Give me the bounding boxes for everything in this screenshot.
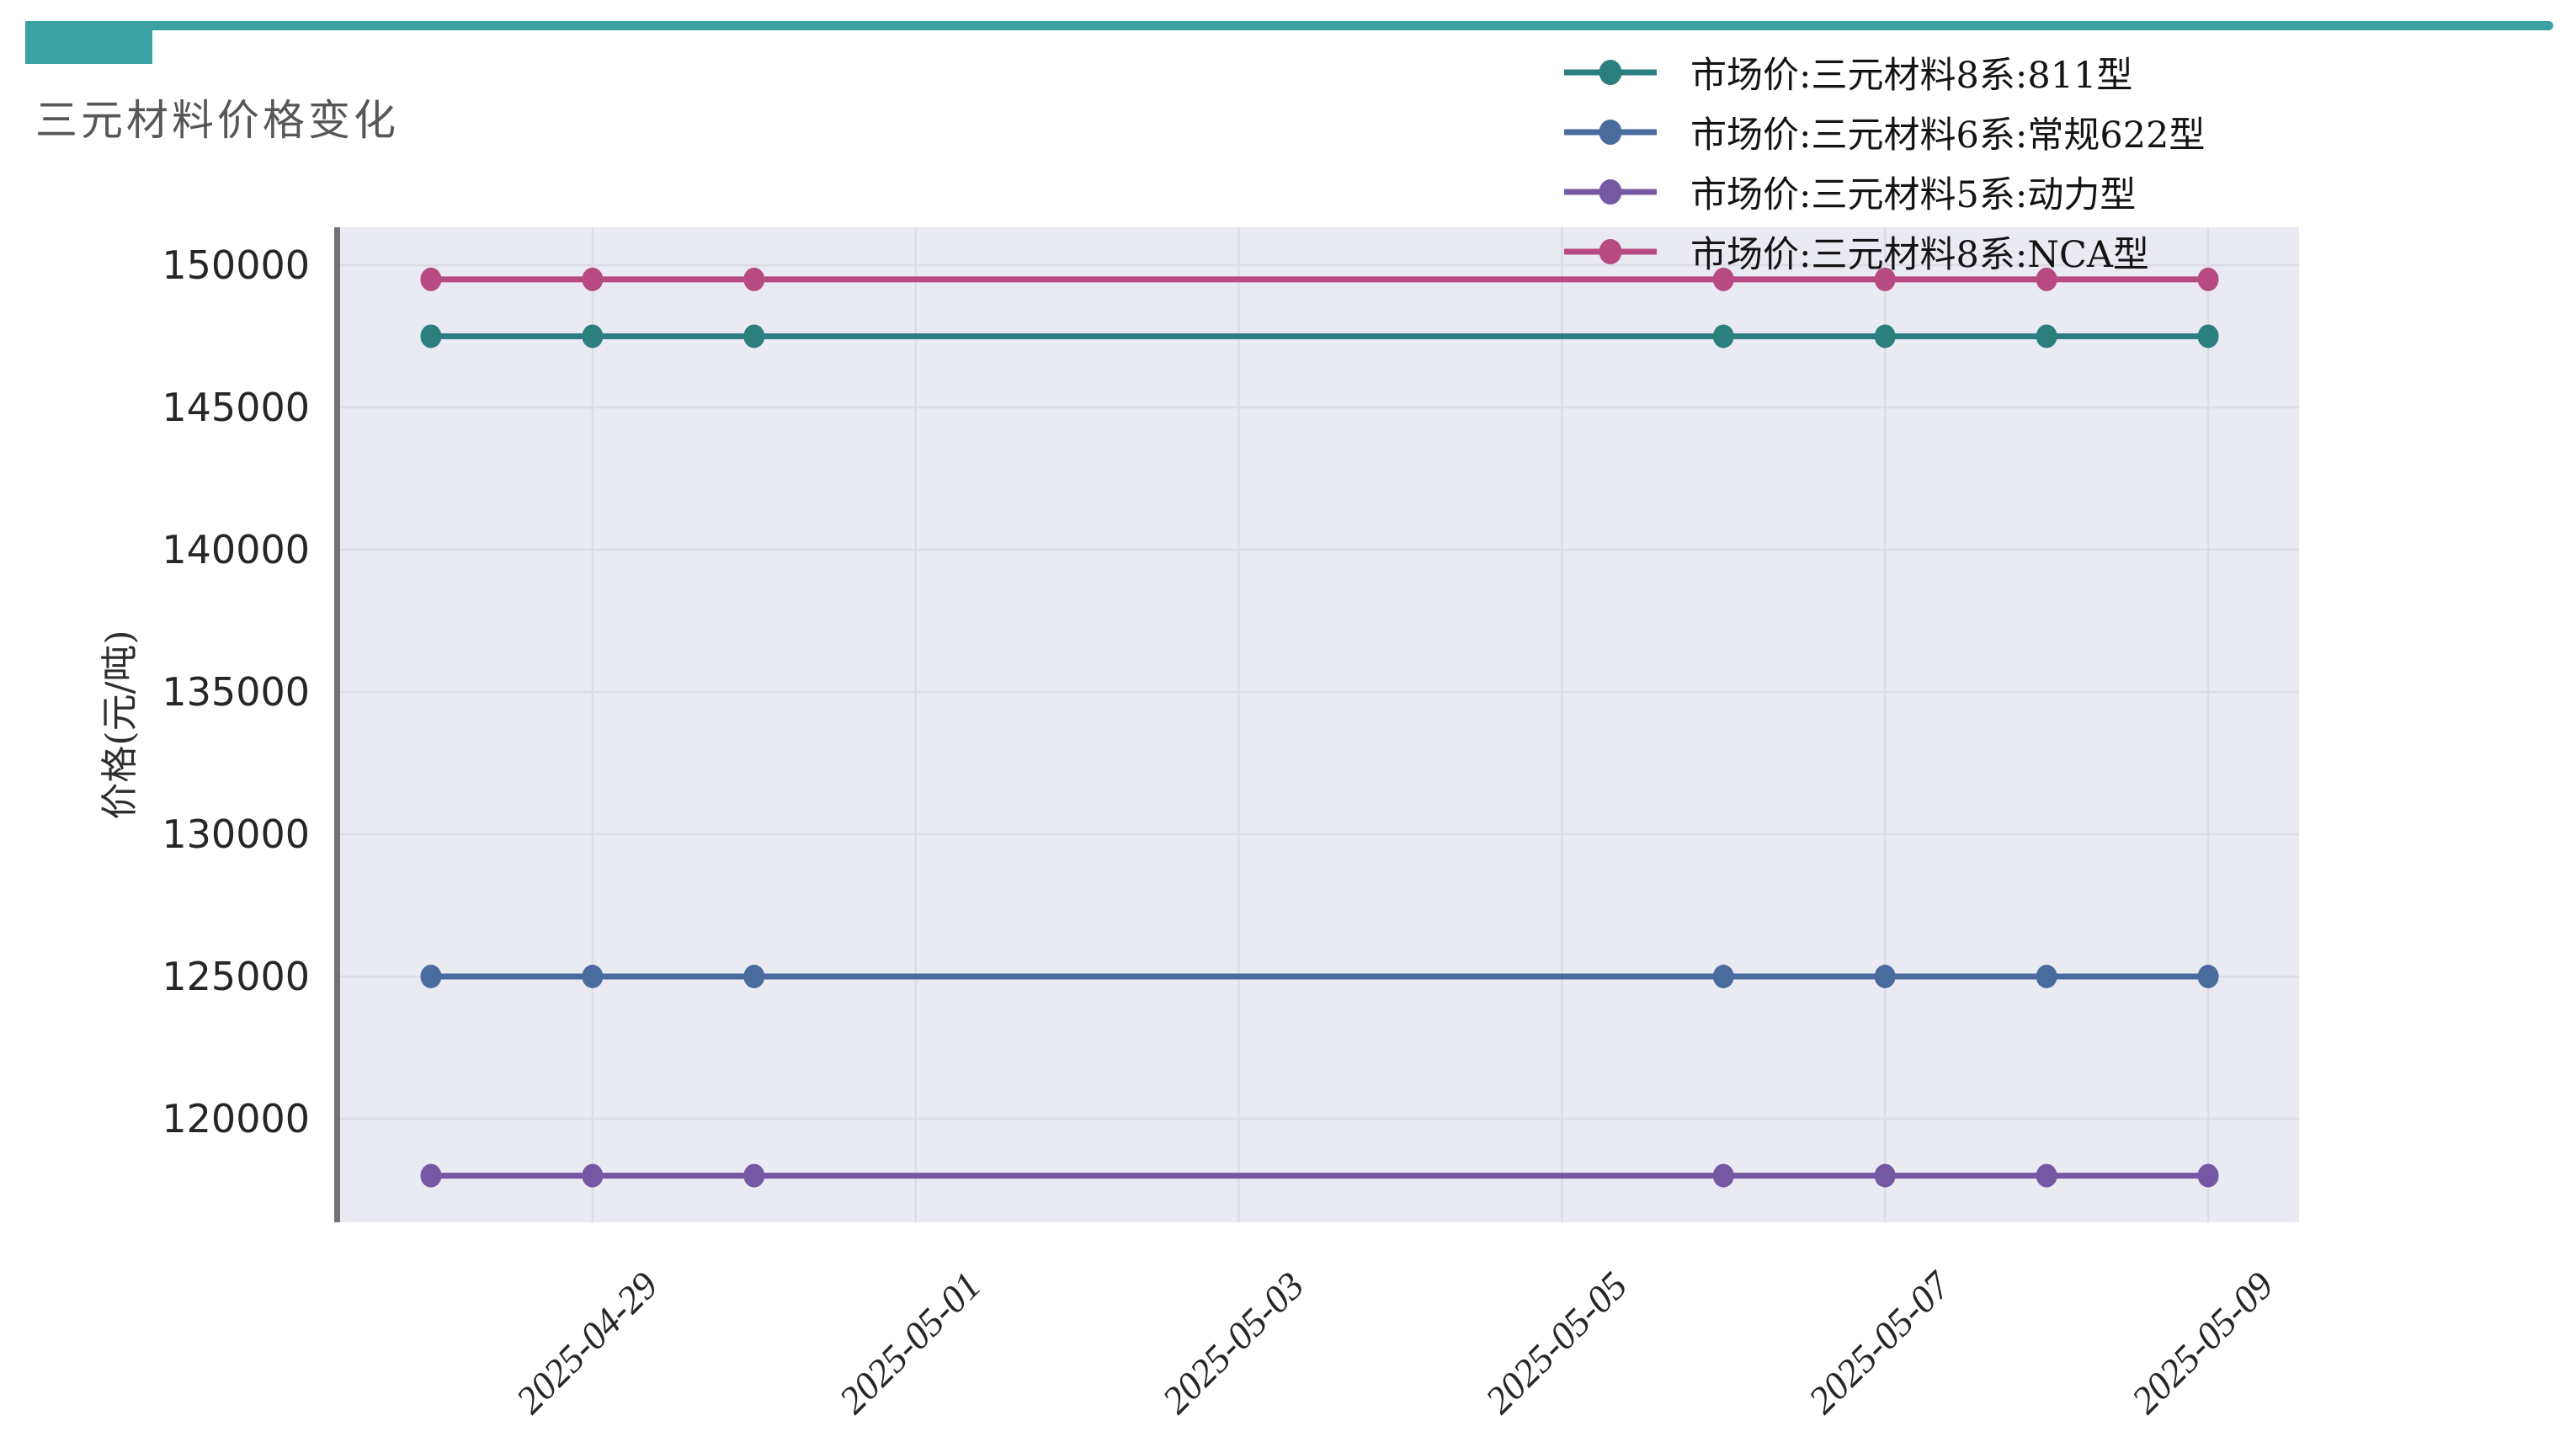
data-point-marker: [1874, 267, 1896, 291]
data-point-marker: [1712, 1163, 1734, 1188]
data-point-marker: [2197, 324, 2219, 349]
y-axis-tick-labels: 150000 145000 140000 135000 130000 125000 1200…: [162, 242, 310, 1141]
legend-item-0: 市场价:三元材料8系:811型: [1564, 42, 2132, 103]
y-tick-label: 150000: [162, 242, 310, 288]
y-tick-label: 135000: [162, 669, 310, 715]
data-point-marker: [420, 324, 442, 349]
x-axis-tick-labels: 2025-04-29 2025-05-01 2025-05-03 2025-05-05…: [508, 1263, 2281, 1422]
y-tick-label: 125000: [162, 954, 310, 999]
data-point-marker: [1874, 1163, 1896, 1188]
legend-item-3: 市场价:三元材料8系:NCA型: [1564, 221, 2149, 282]
data-point-marker: [1874, 964, 1896, 988]
data-point-marker: [2197, 1163, 2219, 1188]
top-accent-block: [25, 21, 152, 64]
legend-marker-icon: [1564, 60, 1657, 85]
data-point-marker: [1712, 267, 1734, 291]
y-tick-label: 130000: [162, 811, 310, 857]
data-point-marker: [420, 964, 442, 988]
x-tick-label: 2025-04-29: [508, 1264, 666, 1422]
data-point-marker: [582, 964, 604, 988]
legend-marker-icon: [1564, 120, 1657, 145]
series-1: [420, 964, 2219, 988]
legend-label: 市场价:三元材料8系:NCA型: [1690, 234, 2149, 276]
series-2: [420, 1163, 2219, 1188]
data-point-marker: [420, 267, 442, 291]
y-axis-label: 价格(元/吨): [98, 630, 141, 819]
top-accent-line: [25, 21, 2553, 30]
legend-item-2: 市场价:三元材料5系:动力型: [1564, 162, 2136, 222]
y-tick-label: 140000: [162, 527, 310, 572]
y-tick-label: 120000: [162, 1096, 310, 1141]
legend-label: 市场价:三元材料8系:811型: [1690, 55, 2133, 97]
y-tick-label: 145000: [162, 385, 310, 430]
data-point-marker: [582, 267, 604, 291]
legend-label: 市场价:三元材料5系:动力型: [1690, 174, 2137, 216]
data-point-marker: [743, 324, 765, 349]
x-tick-label: 2025-05-09: [2123, 1264, 2281, 1422]
data-point-marker: [2036, 964, 2057, 988]
data-point-marker: [743, 964, 765, 988]
data-point-marker: [1874, 324, 1896, 349]
x-tick-label: 2025-05-01: [831, 1264, 989, 1422]
data-point-marker: [2036, 324, 2057, 349]
data-point-marker: [582, 1163, 604, 1188]
data-point-marker: [2036, 267, 2057, 291]
x-tick-label: 2025-05-07: [1800, 1263, 1959, 1422]
data-point-marker: [2197, 267, 2219, 291]
gridlines: [340, 227, 2299, 1222]
y-axis-spine: [334, 227, 340, 1222]
legend-marker-icon: [1564, 239, 1657, 264]
data-point-marker: [743, 267, 765, 291]
series-0: [420, 324, 2219, 349]
data-point-marker: [2036, 1163, 2057, 1188]
data-point-marker: [2197, 964, 2219, 988]
legend-item-1: 市场价:三元材料6系:常规622型: [1564, 102, 2205, 162]
series-3: [420, 267, 2219, 291]
legend-label: 市场价:三元材料6系:常规622型: [1690, 114, 2206, 157]
data-point-marker: [743, 1163, 765, 1188]
plot-background: [340, 227, 2299, 1222]
legend-marker-icon: [1564, 179, 1657, 205]
data-point-marker: [1712, 324, 1734, 349]
data-point-marker: [582, 324, 604, 349]
data-point-marker: [420, 1163, 442, 1188]
chart-title: 三元材料价格变化: [35, 96, 399, 145]
x-tick-label: 2025-05-05: [1477, 1264, 1636, 1422]
data-point-marker: [1712, 964, 1734, 988]
x-tick-label: 2025-05-03: [1154, 1264, 1312, 1422]
